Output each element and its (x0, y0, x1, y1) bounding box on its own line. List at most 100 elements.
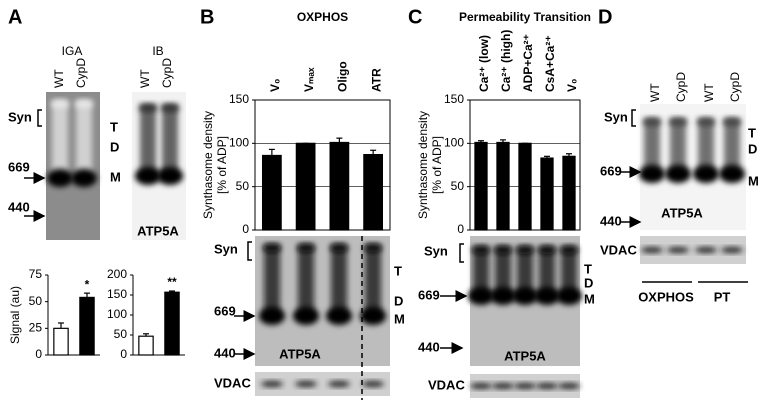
marker-label: 669 (8, 159, 30, 174)
significance: ** (167, 275, 177, 289)
band-label: D (748, 141, 757, 156)
y-axis-label: Synthasome density (201, 111, 215, 219)
bar (540, 157, 554, 231)
y-axis-label: Signal (au) (8, 286, 22, 344)
lane-label: CypD (74, 58, 88, 88)
gel-smear (670, 118, 686, 174)
gel-smear (561, 246, 577, 296)
y-tick-label: 50 (236, 179, 250, 193)
group-label: OXPHOS (638, 289, 694, 304)
gel-smear (539, 246, 555, 296)
bar (138, 335, 154, 356)
loading-band (362, 381, 384, 387)
gel-smear (644, 118, 660, 174)
band-label: T (748, 125, 756, 140)
bar (295, 142, 316, 231)
marker-label: 440 (418, 339, 440, 354)
antibody-label: ATP5A (137, 223, 179, 238)
y-axis-label: [% of ADP] (430, 136, 444, 194)
gel-band (556, 287, 582, 305)
gel-smear (698, 118, 714, 174)
marker-label: 669 (600, 163, 622, 178)
y-axis-label: [% of ADP] (215, 136, 229, 194)
gel-band (468, 287, 494, 305)
gel-smear (298, 244, 314, 316)
band-label: M (110, 169, 121, 184)
bracket (37, 109, 42, 127)
gel-band (364, 244, 382, 252)
bracket (459, 243, 464, 263)
syn-label: Syn (8, 109, 32, 124)
gel-band (51, 100, 69, 108)
gel-title: IGA (62, 44, 83, 58)
gel-band (512, 287, 538, 305)
band-label: D (584, 275, 593, 290)
y-tick-label: 0 (242, 222, 249, 236)
bracket (247, 241, 252, 261)
loading-band (328, 381, 350, 387)
y-tick-label: 200 (107, 267, 127, 281)
loading-band (492, 383, 514, 389)
y-tick-label: 150 (229, 92, 249, 106)
x-tick-label: CsA+Ca²⁺ (543, 35, 557, 92)
gel-band (293, 307, 319, 325)
syn-label: Syn (604, 109, 628, 124)
x-tick-label: Ca²⁺ (low) (477, 35, 491, 92)
band-label: D (394, 293, 403, 308)
gel-band (297, 244, 315, 252)
gel-band (472, 246, 490, 254)
loading-label: VDAC (428, 377, 465, 392)
marker-label: 669 (418, 287, 440, 302)
lane-label: WT (702, 83, 716, 102)
gel-band (157, 167, 183, 185)
y-tick-label: 0 (120, 347, 127, 361)
loading-band (470, 383, 492, 389)
gel-smear (365, 244, 381, 316)
loading-band (536, 383, 558, 389)
chart-title: OXPHOS (297, 10, 348, 24)
gel-smear (52, 100, 68, 178)
gel-band (139, 104, 157, 112)
chart-title: Permeability Transition (459, 10, 591, 24)
y-tick-label: 100 (107, 307, 127, 321)
antibody-label: ATP5A (661, 205, 703, 220)
gel-band (263, 244, 281, 252)
panel-letter: B (200, 6, 214, 28)
panel-letter: A (8, 6, 22, 28)
lane-label: WT (52, 69, 66, 88)
gel-band (538, 246, 556, 254)
gel-smear (724, 118, 740, 174)
loading-band (295, 381, 317, 387)
gel-band (161, 104, 179, 112)
y-tick-label: 25 (29, 321, 43, 335)
lane-label: CypD (160, 58, 174, 88)
bar (164, 291, 180, 356)
band-label: M (584, 291, 595, 306)
gel-band (490, 287, 516, 305)
y-tick-label: 150 (444, 92, 464, 106)
gel-smear (162, 104, 178, 176)
y-tick-label: 0 (35, 347, 42, 361)
lane-label: CypD (728, 72, 742, 102)
y-tick-label: 50 (114, 327, 128, 341)
x-tick-label: V₀ (565, 79, 579, 92)
x-tick-label: ATR (369, 68, 383, 92)
syn-label: Syn (424, 243, 448, 258)
antibody-label: ATP5A (279, 346, 321, 361)
lane-label: WT (138, 69, 152, 88)
band-label: M (748, 173, 759, 188)
bar (261, 154, 282, 231)
gel-band (643, 118, 661, 126)
marker-label: 440 (8, 199, 30, 214)
gel-band (259, 307, 285, 325)
x-tick-label: Vₘₐₓ (302, 67, 316, 92)
marker-label: 669 (214, 303, 236, 318)
bracket (631, 109, 636, 127)
gel-smear (517, 246, 533, 296)
marker-label: 440 (214, 345, 236, 360)
x-tick-label: V₀ (268, 79, 282, 92)
x-tick-label: Ca²⁺ (high) (499, 30, 513, 92)
gel-band (723, 118, 741, 126)
gel-band (693, 165, 719, 183)
